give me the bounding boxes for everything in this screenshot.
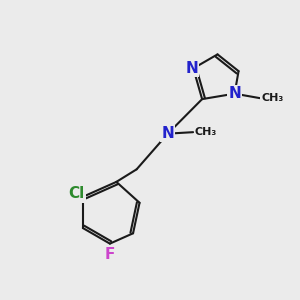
Text: N: N (185, 61, 198, 76)
Text: CH₃: CH₃ (261, 93, 284, 103)
Text: CH₃: CH₃ (194, 127, 217, 137)
Text: N: N (228, 86, 241, 101)
Text: F: F (105, 247, 115, 262)
Text: N: N (161, 126, 174, 141)
Text: Cl: Cl (68, 186, 84, 201)
